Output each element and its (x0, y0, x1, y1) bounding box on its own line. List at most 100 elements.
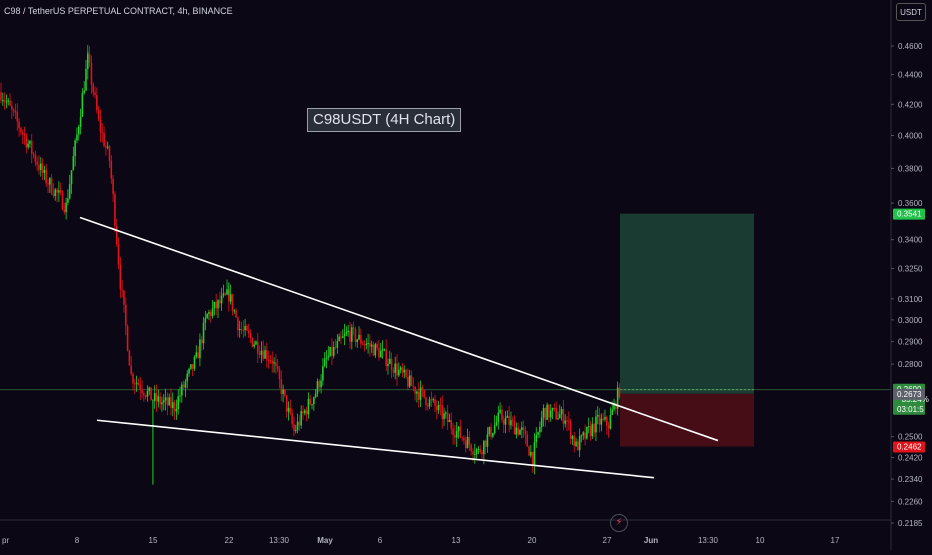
candle-body-145 (262, 350, 265, 359)
candle-body-40 (72, 156, 75, 171)
candle-body-48 (87, 53, 89, 70)
target-zone (620, 213, 754, 394)
candle-body-153 (276, 365, 279, 370)
candle-body-286 (517, 427, 519, 435)
ytick-label-16: 0.2185 (898, 519, 923, 528)
candle-body-37 (67, 198, 69, 203)
candle-body-283 (511, 420, 514, 422)
ytick-label-9: 0.3000 (898, 316, 923, 325)
candle-body-11 (20, 128, 22, 133)
candle-body-196 (354, 329, 357, 343)
candle-body-56 (101, 131, 104, 133)
xtick-label-0: pr (2, 536, 9, 545)
candle-body-123 (222, 293, 225, 296)
candle-body-260 (470, 444, 472, 452)
candle-body-120 (217, 300, 219, 309)
candle-body-342 (618, 387, 621, 398)
candle-body-34 (61, 192, 64, 210)
currency-selector[interactable]: USDT (896, 3, 926, 21)
candle-body-268 (484, 440, 487, 447)
candle-body-101 (182, 384, 185, 388)
candle-body-328 (593, 423, 595, 433)
candle-body-277 (501, 409, 503, 420)
candle-body-81 (146, 390, 149, 397)
candle-body-2 (3, 100, 6, 102)
candle-body-85 (153, 393, 156, 401)
candle-body-239 (432, 399, 434, 401)
candle-body-204 (369, 342, 371, 347)
candle-body-171 (309, 399, 312, 405)
ytick-label-5: 0.3600 (898, 199, 923, 208)
candle-body-292 (528, 446, 530, 456)
candle-body-165 (298, 421, 301, 426)
candle-body-117 (211, 308, 214, 317)
candle-body-21 (38, 164, 40, 171)
candle-body-108 (195, 352, 198, 357)
candle-body-104 (188, 368, 190, 374)
candle-body-180 (325, 357, 328, 359)
candle-body-65 (117, 243, 120, 265)
candle-body-6 (11, 105, 13, 110)
candle-body-41 (74, 140, 76, 157)
xtick-label-3: 22 (225, 536, 234, 545)
candle-body-35 (63, 209, 66, 213)
candle-body-160 (289, 407, 292, 414)
candle-body-118 (213, 302, 216, 309)
candle-body-281 (508, 415, 510, 426)
candle-body-279 (504, 417, 507, 425)
candle-body-187 (338, 336, 340, 342)
candle-body-64 (115, 226, 118, 244)
candle-body-57 (103, 132, 105, 147)
xtick-label-8: 20 (528, 536, 537, 545)
candle-body-250 (452, 428, 454, 435)
candle-body-124 (224, 293, 227, 295)
lightning-icon[interactable]: ⚡ (610, 514, 628, 532)
trendline-upper (79, 216, 719, 442)
candle-body-159 (287, 407, 290, 412)
candle-body-249 (450, 420, 453, 429)
candle-body-199 (360, 334, 362, 344)
candle-body-93 (168, 397, 170, 406)
candle-body-186 (336, 341, 339, 348)
candle-body-227 (410, 375, 413, 386)
candle-body-97 (175, 409, 178, 412)
candle-body-197 (356, 339, 359, 343)
xtick-label-5: May (317, 536, 333, 545)
ytick-label-14: 0.2340 (898, 475, 923, 484)
candle-body-47 (85, 69, 87, 91)
candle-body-141 (255, 341, 257, 345)
candle-body-189 (341, 336, 344, 338)
candle-body-241 (436, 405, 438, 411)
candle-body-266 (481, 452, 483, 455)
price-tag-text-last-2: 03:01:5 (897, 405, 924, 414)
candle-body-195 (352, 327, 355, 330)
xtick-label-13: 17 (831, 536, 840, 545)
chart-title: C98 / TetherUS PERPETUAL CONTRACT, 4h, B… (4, 6, 233, 16)
candle-body-100 (181, 384, 183, 396)
candle-body-273 (493, 425, 496, 434)
time-axis: pr 8 15 22 13:30 May 6 13 20 27 Jun 13:30 10 17 (0, 519, 891, 545)
candle-body-310 (560, 409, 563, 415)
candle-body-157 (284, 389, 286, 396)
candle-body-151 (273, 362, 275, 364)
candle-body-216 (390, 358, 393, 371)
candle-body-219 (396, 363, 398, 376)
candle-body-134 (242, 329, 245, 331)
candle-body-276 (499, 409, 501, 413)
candle-body-234 (423, 389, 425, 398)
candle-body-107 (193, 356, 196, 369)
candle-body-290 (524, 430, 527, 435)
candle-body-80 (144, 395, 147, 397)
xtick-label-2: 15 (149, 536, 158, 545)
candle-body-301 (544, 407, 547, 420)
candle-body-138 (249, 333, 252, 338)
xtick-label-7: 13 (452, 536, 461, 545)
candle-body-23 (41, 163, 44, 173)
candle-body-132 (238, 329, 241, 331)
candle-body-246 (445, 412, 447, 414)
candle-body-262 (473, 453, 476, 455)
candle-body-209 (378, 347, 380, 358)
xtick-label-12: 10 (756, 536, 765, 545)
